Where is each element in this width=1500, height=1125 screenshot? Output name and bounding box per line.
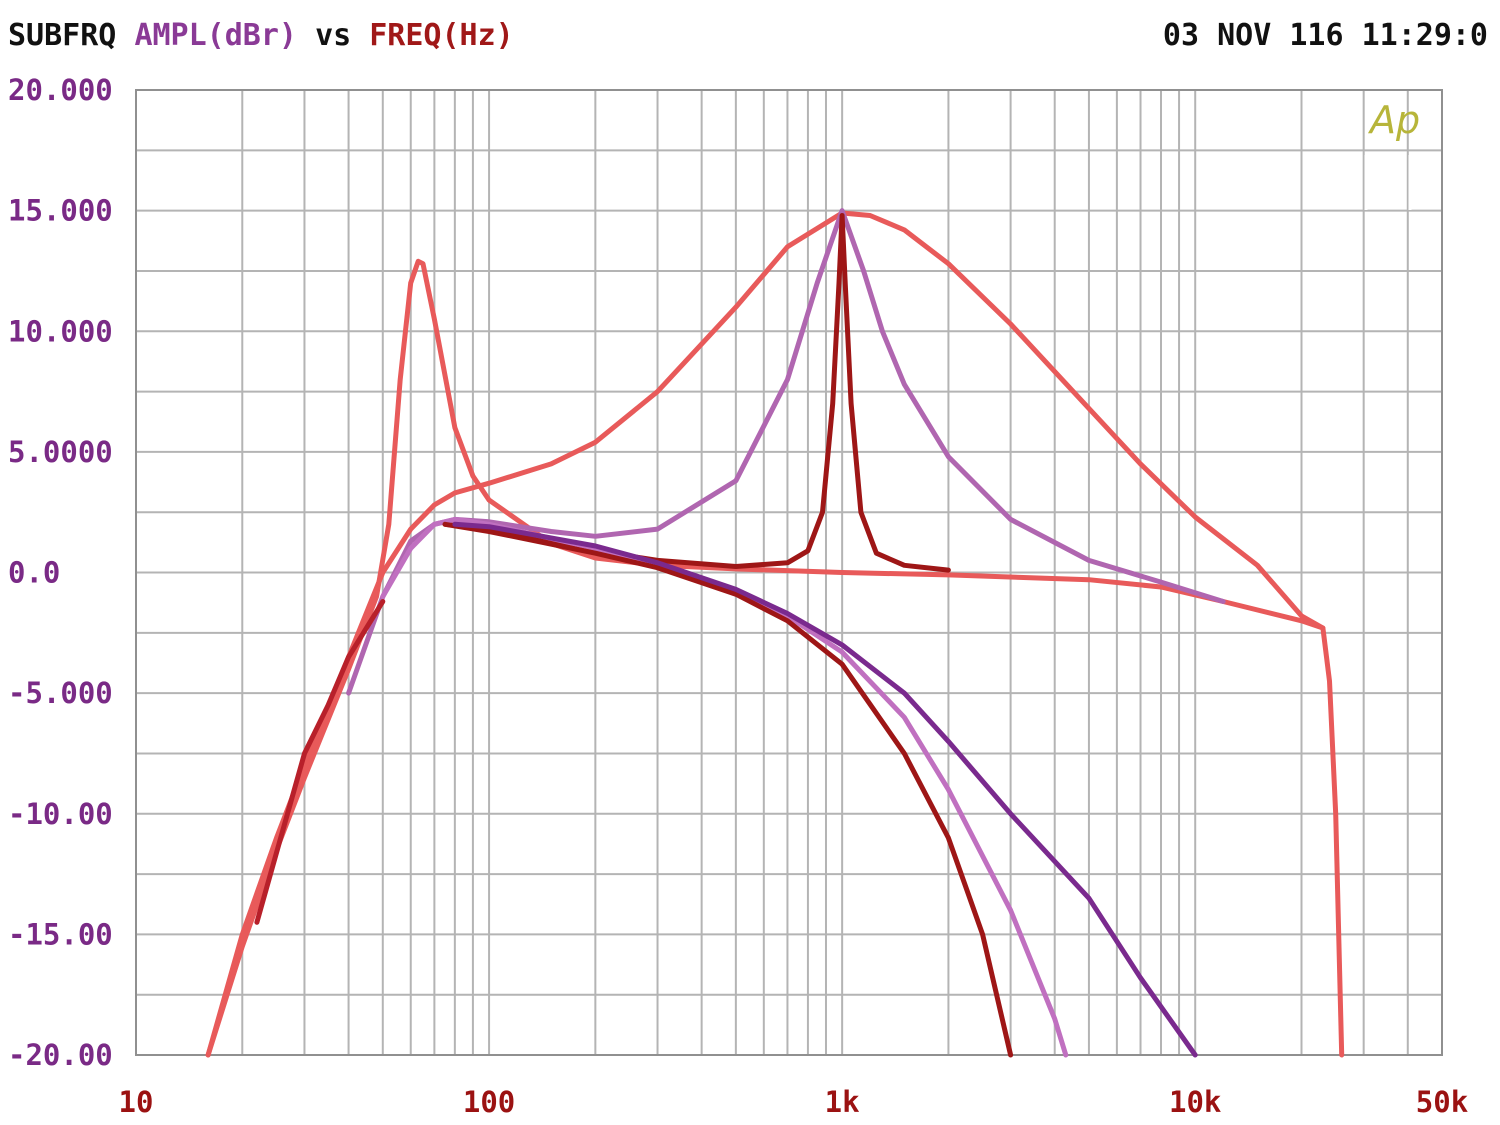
x-tick-label: 10k bbox=[1169, 1085, 1221, 1119]
y-tick-label: 15.000 bbox=[8, 194, 113, 228]
x-tick-label: 1k bbox=[825, 1085, 860, 1119]
series-line-7 bbox=[452, 521, 1198, 1058]
series-line-4 bbox=[442, 213, 951, 573]
series-line-8 bbox=[254, 599, 386, 925]
y-tick-label: 0.0 bbox=[8, 556, 60, 590]
x-tick-label: 100 bbox=[463, 1085, 515, 1119]
x-tick-labels: 10 100 1k 10k 50k bbox=[119, 1085, 1469, 1119]
y-tick-label: -15.00 bbox=[8, 917, 113, 951]
ap-logo: Ap bbox=[1367, 98, 1420, 142]
y-tick-label: 10.000 bbox=[8, 314, 113, 348]
header-prefix: SUBFRQ bbox=[8, 18, 117, 53]
plot-frame bbox=[135, 89, 1443, 1056]
y-tick-label: -20.00 bbox=[8, 1038, 113, 1072]
grid bbox=[136, 90, 1442, 1055]
series-line-1 bbox=[205, 258, 1345, 1058]
x-tick-label: 10 bbox=[119, 1085, 154, 1119]
y-tick-label: -5.000 bbox=[8, 676, 113, 710]
series-line-5 bbox=[380, 516, 1069, 1058]
y-tick-label: 5.0000 bbox=[8, 435, 113, 469]
y-tick-label: 20.000 bbox=[8, 73, 113, 107]
y-tick-label: -10.00 bbox=[8, 797, 113, 831]
y-tick-labels: 20.000 15.000 10.000 5.0000 0.0 -5.000 -10.00 -… bbox=[8, 73, 113, 1072]
x-tick-label: 50k bbox=[1416, 1085, 1468, 1119]
series-line-6 bbox=[442, 521, 1014, 1058]
vs-label: vs bbox=[315, 18, 352, 53]
timestamp: 03 NOV 116 11:29:0 bbox=[1162, 18, 1488, 53]
series-group bbox=[205, 208, 1345, 1058]
y-quantity-label: AMPL(dBr) bbox=[134, 18, 297, 53]
x-quantity-label: FREQ(Hz) bbox=[369, 18, 514, 53]
chart-header: SUBFRQ AMPL(dBr) vs FREQ(Hz) bbox=[8, 18, 514, 53]
series-line-2 bbox=[205, 210, 1326, 1058]
